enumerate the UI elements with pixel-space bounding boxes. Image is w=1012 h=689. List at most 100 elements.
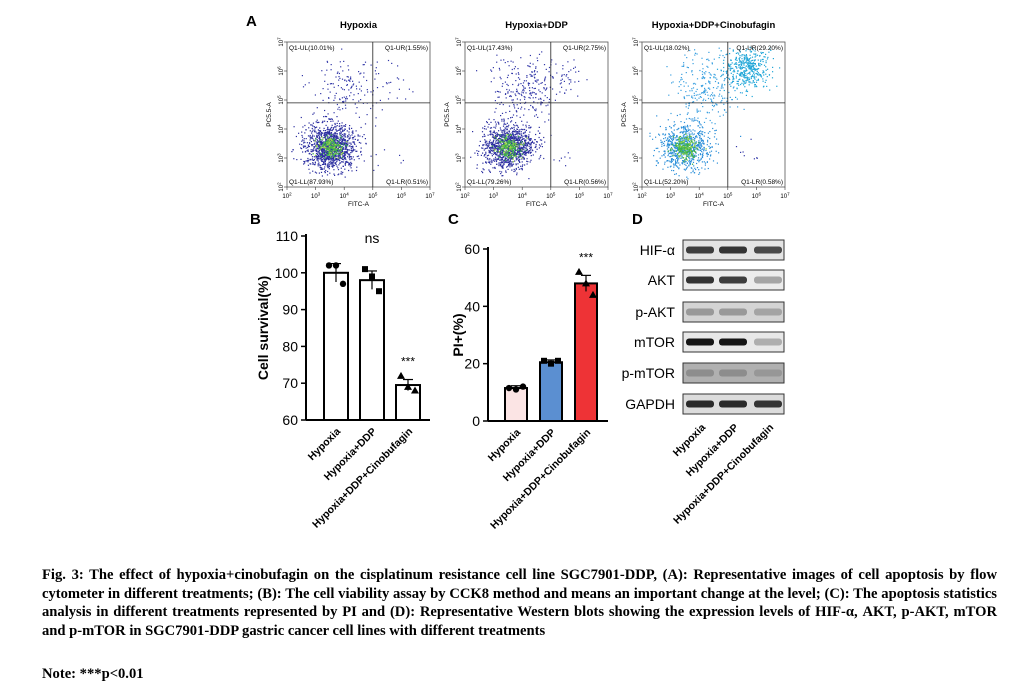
flow-density-core-dot: [517, 144, 519, 146]
flow-density-core-dot: [684, 159, 686, 161]
flow-event-dot: [672, 163, 675, 165]
flow-event-dot: [535, 114, 537, 116]
flow-event-dot: [316, 119, 318, 121]
flow-event-dot: [324, 150, 326, 152]
flow-event-dot: [352, 99, 354, 101]
flow-event-dot: [741, 75, 743, 77]
flow-event-dot: [339, 133, 341, 135]
flow-event-dot: [732, 50, 734, 52]
flow-density-core-dot: [319, 148, 321, 150]
flow-density-core-dot: [329, 152, 331, 154]
flow-event-dot: [504, 127, 506, 129]
flow-event-dot: [323, 149, 325, 151]
flow-event-dot: [334, 122, 336, 125]
flow-event-dot: [529, 139, 531, 141]
flow-event-dot: [503, 129, 505, 131]
flow-event-dot: [528, 96, 530, 99]
flow-event-dot: [673, 134, 675, 136]
flow-event-dot: [691, 158, 693, 160]
y-tick-label: 80: [282, 338, 298, 354]
flow-event-dot: [301, 75, 303, 77]
flow-event-dot: [360, 154, 363, 156]
flow-event-dot: [509, 156, 511, 158]
flow-event-dot: [502, 130, 504, 132]
flow-event-dot: [345, 154, 347, 156]
flow-event-dot: [316, 107, 318, 109]
x-tick-label: 102: [460, 192, 470, 201]
flow-event-dot: [313, 146, 315, 148]
flow-event-dot: [307, 146, 309, 149]
flow-event-dot: [726, 71, 728, 73]
flow-event-dot: [335, 128, 337, 130]
flow-density-core-dot: [681, 153, 683, 155]
flow-event-dot: [331, 164, 333, 166]
flow-event-dot: [326, 61, 329, 63]
flow-event-dot: [674, 154, 677, 156]
flow-event-dot: [673, 137, 675, 139]
flow-event-dot: [705, 153, 708, 155]
flow-event-dot: [348, 142, 350, 144]
flow-event-dot: [707, 94, 709, 96]
flow-event-dot: [337, 154, 339, 157]
flow-event-dot: [709, 146, 711, 149]
flow-event-dot: [692, 87, 695, 89]
flow-event-dot: [526, 143, 528, 145]
flow-event-dot: [524, 145, 526, 147]
flow-event-dot: [753, 77, 755, 79]
flow-event-dot: [335, 147, 337, 149]
y-tick-label: 106: [455, 66, 464, 76]
flow-density-core-dot: [506, 154, 508, 157]
flow-density-core-dot: [687, 139, 689, 141]
flow-event-dot: [691, 167, 693, 169]
flow-event-dot: [770, 49, 772, 51]
flow-event-dot: [732, 80, 734, 82]
flow-density-core-dot: [314, 154, 317, 156]
flow-event-dot: [753, 71, 755, 73]
flow-event-dot: [696, 88, 698, 90]
flow-density-core-dot: [688, 150, 690, 152]
flow-event-dot: [529, 143, 531, 145]
flow-event-dot: [515, 94, 517, 97]
flow-event-dot: [749, 68, 751, 70]
flow-event-dot: [516, 131, 518, 133]
flow-event-dot: [508, 164, 510, 167]
flow-event-dot: [541, 143, 543, 145]
flow-event-dot: [353, 149, 355, 151]
flow-event-dot: [696, 111, 698, 113]
flow-event-dot: [523, 154, 525, 156]
flow-density-core-dot: [686, 153, 688, 155]
flow-event-dot: [744, 77, 746, 79]
flow-event-dot: [507, 152, 509, 155]
flow-event-dot: [510, 91, 512, 93]
y-tick-label: 105: [455, 95, 464, 105]
flow-event-dot: [345, 96, 348, 98]
flow-event-dot: [495, 158, 497, 160]
flow-event-dot: [293, 158, 295, 160]
flow-event-dot: [513, 128, 515, 130]
flow-event-dot: [328, 165, 330, 167]
flow-density-core-dot: [326, 144, 328, 146]
flow-event-dot: [520, 83, 522, 85]
flow-event-dot: [493, 77, 495, 79]
flow-event-dot: [528, 134, 530, 136]
flow-event-dot: [692, 155, 694, 157]
flow-event-dot: [753, 76, 755, 78]
flow-event-dot: [767, 56, 769, 58]
flow-density-core-dot: [513, 140, 516, 142]
flow-density-core-dot: [521, 157, 523, 159]
flow-event-dot: [677, 159, 679, 161]
flow-event-dot: [389, 92, 391, 94]
flow-event-dot: [667, 143, 669, 145]
flow-event-dot: [518, 138, 521, 140]
flow-density-core-dot: [502, 141, 504, 143]
flow-event-dot: [521, 165, 523, 167]
flow-density-core-dot: [499, 134, 501, 136]
flow-event-dot: [762, 58, 764, 61]
flow-density-core-dot: [685, 137, 687, 140]
flow-event-dot: [684, 128, 686, 130]
flow-density-core-dot: [693, 150, 695, 152]
flow-density-core-dot: [682, 157, 685, 159]
flow-event-dot: [505, 126, 507, 128]
flow-event-dot: [327, 88, 329, 90]
flow-event-dot: [745, 94, 747, 96]
